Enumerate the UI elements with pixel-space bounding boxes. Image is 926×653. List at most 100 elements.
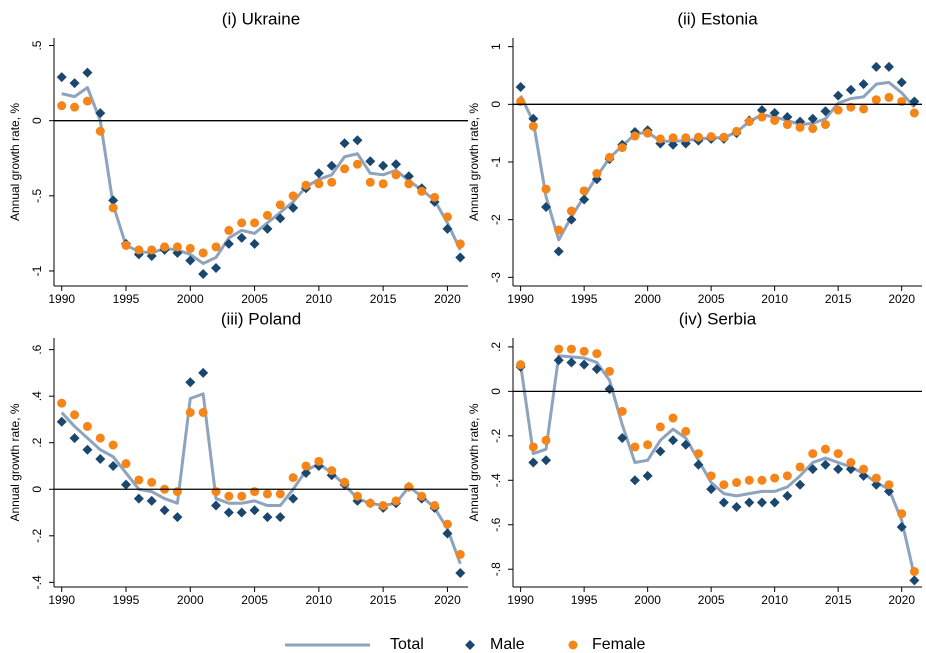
- y-tick-label: -2: [489, 214, 503, 225]
- marker-female: [541, 184, 551, 194]
- x-tick-label: 1995: [113, 292, 140, 306]
- marker-female: [568, 640, 578, 650]
- marker-female: [185, 407, 195, 417]
- marker-female: [237, 491, 247, 501]
- marker-female: [404, 482, 414, 492]
- marker-male: [223, 238, 234, 249]
- x-tick-label: 2005: [698, 593, 725, 607]
- marker-female: [82, 421, 92, 431]
- marker-male: [249, 238, 260, 249]
- marker-female: [352, 491, 362, 501]
- marker-male: [845, 84, 856, 95]
- marker-male: [731, 501, 742, 512]
- y-tick-label: .5: [30, 40, 44, 50]
- marker-female: [617, 406, 627, 416]
- y-tick-label: 0: [489, 101, 503, 108]
- x-tick-label: 1990: [507, 593, 534, 607]
- marker-female: [693, 132, 703, 142]
- marker-female: [795, 122, 805, 132]
- marker-female: [668, 133, 678, 143]
- marker-male: [365, 156, 376, 167]
- x-tick-label: 2005: [241, 292, 268, 306]
- y-tick-label: -1: [489, 156, 503, 167]
- marker-female: [172, 242, 182, 252]
- marker-female: [391, 170, 401, 180]
- marker-female: [211, 242, 221, 252]
- marker-female: [442, 212, 452, 222]
- x-tick-label: 2015: [370, 292, 397, 306]
- marker-female: [250, 487, 260, 497]
- y-tick-label: -.5: [30, 188, 44, 202]
- marker-male: [185, 255, 196, 266]
- marker-male: [769, 107, 780, 118]
- marker-male: [756, 497, 767, 508]
- marker-female: [871, 95, 881, 105]
- x-tick-label: 2010: [306, 593, 333, 607]
- marker-female: [404, 179, 414, 189]
- marker-female: [134, 475, 144, 485]
- plot-area: [515, 344, 920, 586]
- marker-male: [82, 444, 93, 455]
- marker-male: [566, 214, 577, 225]
- marker-female: [340, 164, 350, 174]
- marker-female: [643, 440, 653, 450]
- marker-male: [288, 202, 299, 213]
- marker-male: [159, 505, 170, 516]
- marker-female: [630, 442, 640, 452]
- marker-female: [820, 444, 830, 454]
- marker-female: [108, 440, 118, 450]
- marker-female: [262, 489, 272, 499]
- x-tick-label: 2000: [177, 292, 204, 306]
- total-line: [519, 354, 916, 577]
- marker-male: [108, 195, 119, 206]
- marker-male: [403, 171, 414, 182]
- marker-female: [327, 177, 337, 187]
- marker-male: [833, 90, 844, 101]
- marker-male: [455, 568, 466, 579]
- marker-male: [718, 497, 729, 508]
- y-tick-label: -.2: [489, 428, 503, 442]
- y-tick-label: .2: [30, 437, 44, 447]
- marker-female: [579, 186, 589, 196]
- panel-title: (i) Ukraine: [222, 9, 300, 28]
- marker-male: [668, 139, 679, 150]
- marker-female: [430, 501, 440, 511]
- marker-female: [314, 456, 324, 466]
- marker-female: [693, 449, 703, 459]
- x-tick-label: 2000: [177, 593, 204, 607]
- marker-female: [719, 132, 729, 142]
- marker-female: [340, 477, 350, 487]
- y-tick-label: -.2: [30, 528, 44, 542]
- marker-female: [579, 346, 589, 356]
- plot-area: [56, 367, 466, 579]
- marker-female: [301, 461, 311, 471]
- x-tick-label: 2005: [698, 292, 725, 306]
- marker-male: [909, 575, 920, 586]
- marker-female: [884, 92, 894, 102]
- marker-female: [160, 242, 170, 252]
- marker-female: [770, 115, 780, 125]
- plot-area: [515, 61, 920, 257]
- marker-male: [680, 439, 691, 450]
- marker-female: [378, 179, 388, 189]
- marker-female: [643, 128, 653, 138]
- marker-male: [56, 72, 67, 83]
- marker-male: [95, 108, 106, 119]
- y-tick-label: -.8: [489, 562, 503, 576]
- marker-male: [223, 507, 234, 518]
- x-tick-label: 2020: [434, 292, 461, 306]
- marker-male: [236, 232, 247, 243]
- marker-female: [566, 206, 576, 216]
- marker-female: [211, 487, 221, 497]
- marker-male: [198, 268, 209, 279]
- marker-female: [147, 477, 157, 487]
- y-tick-label: .6: [30, 344, 44, 354]
- marker-male: [146, 495, 157, 506]
- marker-female: [275, 200, 285, 210]
- marker-female: [744, 117, 754, 127]
- marker-male: [275, 213, 286, 224]
- panel-title: (ii) Estonia: [677, 9, 758, 28]
- marker-female: [352, 159, 362, 169]
- marker-male: [172, 512, 183, 523]
- marker-female: [108, 203, 118, 213]
